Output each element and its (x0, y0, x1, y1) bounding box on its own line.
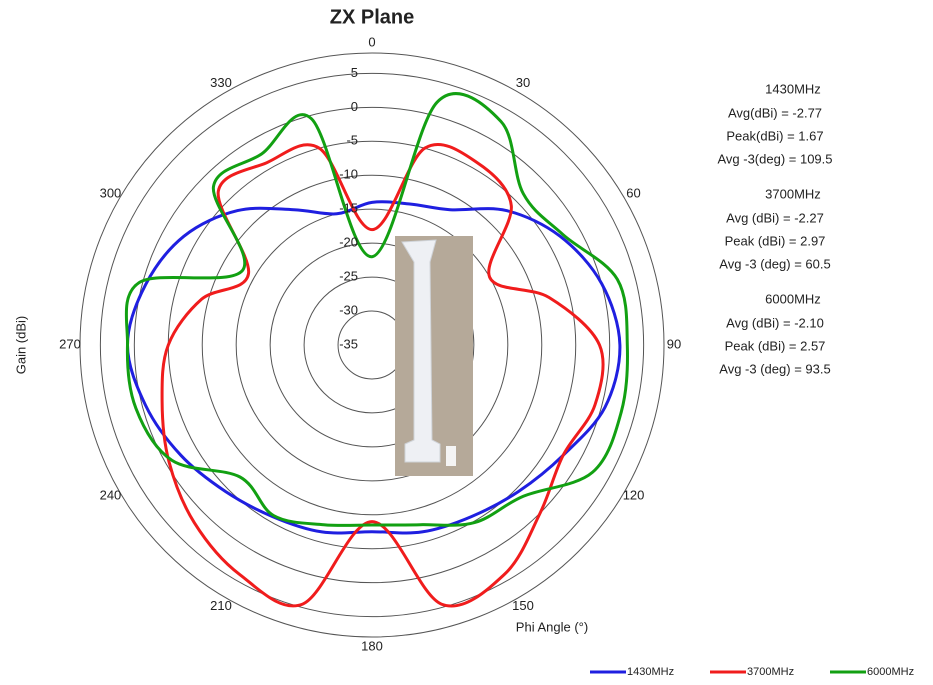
legend: 1430MHz 3700MHz 6000MHz (590, 666, 914, 678)
angle-tick-label: 120 (623, 487, 645, 502)
annotation-line: Avg -3 (deg) = 93.5 (719, 361, 830, 376)
annotation-line: Avg(dBi) = -2.77 (728, 105, 822, 120)
angle-tick-label: 300 (100, 185, 122, 200)
angle-tick-label: 330 (210, 75, 232, 90)
angle-tick-label: 60 (626, 185, 640, 200)
annotation-title: 3700MHz (765, 186, 821, 201)
angle-tick-label: 240 (100, 487, 122, 502)
annotation-line: Peak (dBi) = 2.97 (725, 233, 826, 248)
radial-tick-label: -25 (339, 269, 358, 284)
annotation-line: Peak(dBi) = 1.67 (726, 128, 823, 143)
angle-tick-label: 30 (516, 75, 530, 90)
radial-tick-label: 5 (351, 65, 358, 80)
outer-ring (79, 52, 665, 638)
annotation-line: Avg (dBi) = -2.10 (726, 315, 824, 330)
legend-label: 6000MHz (867, 666, 914, 678)
curves (124, 92, 629, 608)
annotation-title: 1430MHz (765, 81, 821, 96)
angle-axis-label: Phi Angle (°) (516, 619, 588, 634)
angle-tick-label: 210 (210, 598, 232, 613)
radial-tick-label: 0 (351, 99, 358, 114)
radial-tick-label: -15 (339, 201, 358, 216)
grid-ring (201, 174, 543, 516)
series-curve (160, 142, 605, 608)
annotation-line: Avg -3 (deg) = 60.5 (719, 256, 830, 271)
annotations: 1430MHz Avg(dBi) = -2.77 Peak(dBi) = 1.67 A… (717, 81, 832, 376)
angle-tick-label: 0 (368, 34, 375, 49)
radial-tick-label: -5 (346, 133, 358, 148)
radial-tick-label: -10 (339, 167, 358, 182)
legend-label: 1430MHz (627, 666, 674, 678)
grid: 0 30 60 90 120 150 180 210 240 270 300 330 (59, 34, 681, 653)
grid-ring (133, 106, 611, 584)
radial-tick-labels: -35 -30 -25 -20 -15 -10 -5 0 5 (339, 65, 358, 352)
series-curve (125, 200, 622, 535)
grid-ring (99, 72, 645, 618)
radial-tick-label: -30 (339, 302, 358, 317)
angle-tick-label: 150 (512, 598, 534, 613)
legend-label: 3700MHz (747, 666, 794, 678)
grid-ring (269, 242, 475, 448)
annotation-line: Peak (dBi) = 2.57 (725, 338, 826, 353)
annotation-line: Avg (dBi) = -2.27 (726, 210, 824, 225)
connector (446, 446, 456, 466)
angle-tick-label: 180 (361, 638, 383, 653)
radial-tick-label: -20 (339, 235, 358, 250)
photo-bg (395, 236, 473, 476)
angle-tick-label: 270 (59, 336, 81, 351)
radial-tick-label: -35 (339, 336, 358, 351)
series-curve (124, 92, 629, 527)
chart-title: ZX Plane (330, 6, 414, 28)
grid-ring (235, 208, 509, 482)
angle-tick-label: 90 (667, 336, 681, 351)
antenna-shape (401, 239, 441, 463)
antenna-photo (395, 236, 473, 476)
annotation-title: 6000MHz (765, 291, 821, 306)
radial-axis-label: Gain (dBi) (13, 316, 28, 375)
annotation-line: Avg -3(deg) = 109.5 (717, 151, 832, 166)
